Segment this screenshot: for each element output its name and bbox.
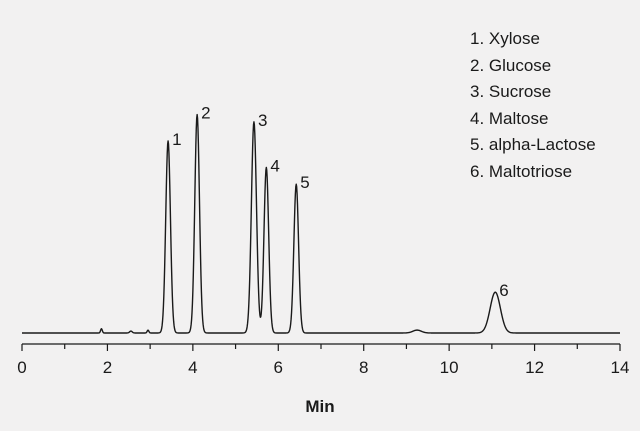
legend-item: 1. Xylose (470, 29, 540, 48)
peak-label: 2 (201, 104, 210, 123)
peak-labels: 1 2 3 4 5 6 (172, 104, 509, 301)
x-tick-label: 14 (611, 358, 630, 377)
chromatogram-trace (21, 113, 621, 334)
legend-item: 5. alpha-Lactose (470, 135, 596, 154)
legend-item: 2. Glucose (470, 55, 552, 75)
x-tick-label: 0 (17, 358, 26, 377)
peak-label: 5 (300, 173, 309, 192)
legend-item: 4. Maltose (470, 108, 549, 128)
x-tick-label: 12 (525, 358, 544, 377)
x-axis-label: Min (305, 397, 334, 416)
x-tick-label: 8 (359, 358, 368, 377)
peak-label: 1 (172, 130, 181, 149)
legend: 1. Xylose 2. Glucose 3. Sucrose 4. Malto… (470, 26, 596, 185)
x-tick-label: 2 (103, 358, 112, 377)
peak-label: 3 (258, 111, 267, 130)
x-tick-label: 6 (274, 358, 283, 377)
peak-label: 6 (499, 281, 508, 300)
x-tick-labels: 0 2 4 6 8 10 12 14 (17, 358, 629, 377)
legend-item: 3. Sucrose (470, 82, 552, 101)
legend-item: 6. Maltotriose (470, 161, 573, 181)
x-axis (21, 343, 621, 351)
x-tick-label: 4 (188, 358, 197, 377)
x-tick-label: 10 (440, 358, 459, 377)
peak-label: 4 (270, 156, 279, 175)
